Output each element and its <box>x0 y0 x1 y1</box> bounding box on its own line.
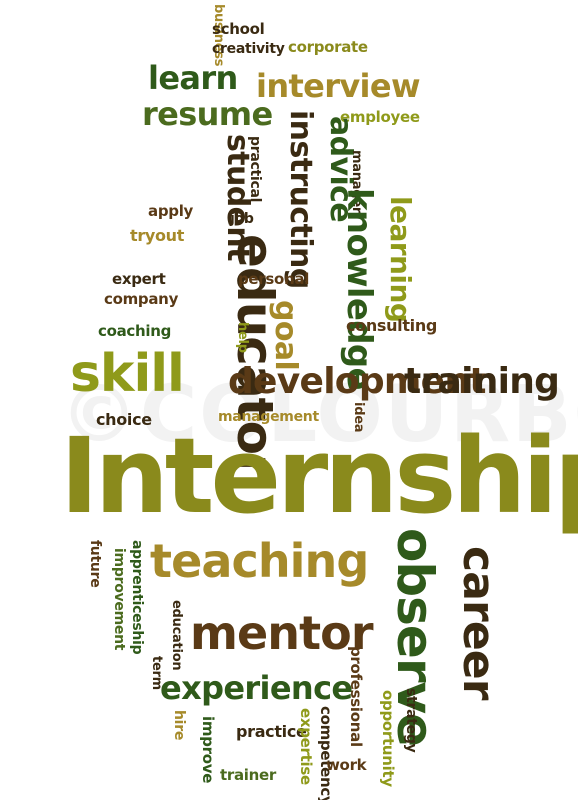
word-learn: learn <box>148 59 238 97</box>
word-strategy: strategy <box>403 688 419 753</box>
word-development: development <box>228 361 486 402</box>
word-competency: competency <box>317 706 335 800</box>
word-company: company <box>104 290 179 308</box>
word-training: training <box>404 361 560 402</box>
word-career: career <box>453 546 504 700</box>
word-help: help <box>235 322 250 353</box>
word-choice: choice <box>96 410 152 429</box>
word-future: future <box>87 540 103 588</box>
word-practice: practice <box>236 722 307 741</box>
word-employee: employee <box>340 108 420 126</box>
word-instructing: instructing <box>283 110 318 289</box>
word-hire: hire <box>171 710 187 741</box>
word-consulting: consulting <box>346 316 438 335</box>
word-professional: professional <box>347 646 365 747</box>
word-job: job <box>230 211 254 227</box>
word-creativity: creativity <box>212 41 285 57</box>
word-interview: interview <box>256 67 421 105</box>
word-management: management <box>218 409 319 425</box>
watermark: ©COLOURBOX <box>60 370 578 460</box>
word-personal: personal <box>238 270 310 288</box>
word-apply: apply <box>148 202 194 220</box>
word-learning: learning <box>384 196 417 323</box>
word-corporate: corporate <box>288 38 368 56</box>
word-expertise: expertise <box>297 708 315 785</box>
word-resume: resume <box>142 95 273 133</box>
word-education: education <box>169 600 184 671</box>
word-improve: improve <box>199 716 217 784</box>
word-internship: Internship <box>60 415 578 537</box>
word-apprenticeship: apprenticeship <box>129 540 145 655</box>
word-trainer: trainer <box>220 766 276 784</box>
word-opportunity: opportunity <box>379 690 397 787</box>
word-skill: skill <box>70 344 185 404</box>
word-practical: practical <box>247 136 263 203</box>
word-goal: goal <box>268 300 303 371</box>
word-school: school <box>212 20 265 38</box>
word-experience: experience <box>160 669 353 707</box>
word-tryout: tryout <box>130 226 185 245</box>
word-expert: expert <box>112 270 166 288</box>
word-improvement: improvement <box>111 548 127 651</box>
word-knowledge: knowledge <box>339 188 379 390</box>
word-coaching: coaching <box>98 322 172 340</box>
word-teaching: teaching <box>150 534 369 588</box>
word-work: work <box>326 756 367 774</box>
word-mentor: mentor <box>190 606 374 660</box>
